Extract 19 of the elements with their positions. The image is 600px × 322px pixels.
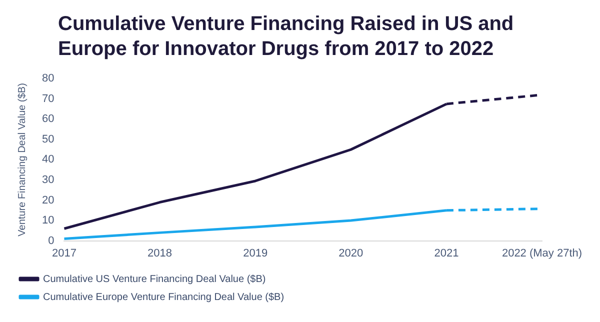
x-tick-label: 2017 bbox=[52, 247, 76, 260]
y-tick-label: 20 bbox=[42, 194, 54, 206]
x-tick-label: 2018 bbox=[148, 247, 172, 260]
x-tick-label: 2019 bbox=[243, 247, 268, 260]
chart-title: Cumulative Venture Financing Raised in US and Europe for Innovator Drugs from 2017 to 2022 bbox=[57, 12, 515, 62]
y-tick-label: 80 bbox=[42, 72, 54, 85]
legend-label: Cumulative Europe Venture Financing Deal Value ($B) bbox=[43, 292, 284, 303]
y-tick-label: 10 bbox=[42, 214, 54, 227]
y-tick-label: 60 bbox=[42, 113, 54, 126]
x-tick-label: 2022 (May 27th) bbox=[502, 247, 582, 260]
x-tick-label: 2021 bbox=[434, 247, 459, 260]
y-tick-label: 30 bbox=[42, 174, 54, 186]
x-tick-label: 2020 bbox=[338, 247, 364, 260]
y-tick-label: 50 bbox=[42, 133, 54, 146]
y-tick-label: 70 bbox=[42, 92, 54, 105]
y-tick-label: 40 bbox=[42, 154, 54, 166]
legend-label: Cumulative US Venture Financing Deal Value ($B) bbox=[43, 274, 266, 285]
y-tick-label: 0 bbox=[48, 234, 54, 247]
y-axis-title: Venture Financing Deal Value ($B) bbox=[16, 83, 28, 236]
